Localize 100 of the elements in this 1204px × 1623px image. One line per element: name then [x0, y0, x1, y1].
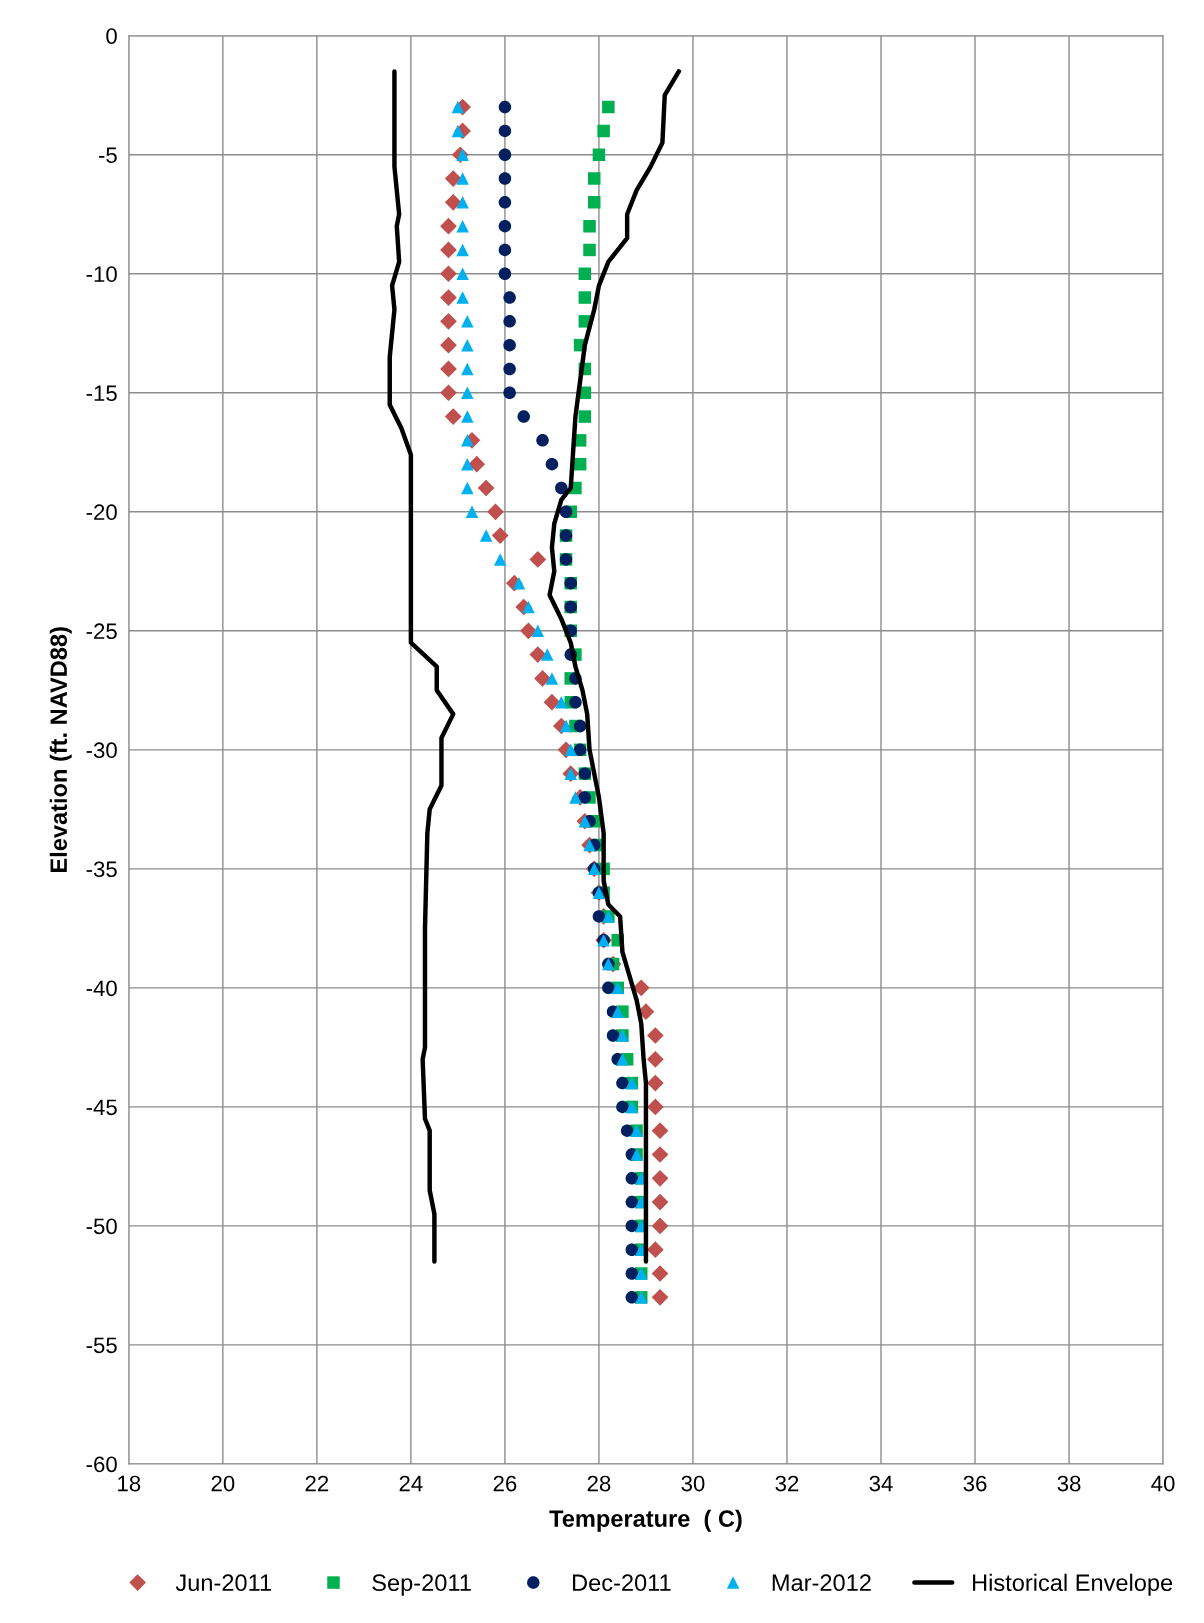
point [522, 600, 535, 614]
y-tick-label: -25 [86, 623, 117, 640]
x-tick-label: 38 [1057, 1475, 1081, 1492]
point [625, 1219, 639, 1233]
point [461, 338, 474, 352]
point [456, 172, 469, 185]
y-tick-label: -30 [86, 742, 117, 759]
point [583, 243, 596, 257]
point [456, 219, 469, 233]
point [512, 576, 526, 590]
point [625, 1291, 639, 1304]
point [456, 267, 469, 280]
point [456, 243, 469, 257]
point [616, 1100, 629, 1114]
point [498, 100, 512, 114]
point [647, 1098, 664, 1116]
point [647, 1074, 664, 1092]
point [602, 981, 615, 995]
point [651, 1146, 669, 1163]
y-tick-label: -55 [86, 1337, 117, 1354]
point [529, 646, 547, 663]
point [440, 289, 457, 306]
y-tick-label: -50 [86, 1218, 117, 1235]
y-tick-label: -10 [86, 266, 117, 283]
point [461, 315, 474, 328]
point [578, 267, 592, 280]
y-tick-label: -5 [98, 147, 117, 163]
point [592, 910, 606, 923]
point [616, 1053, 629, 1066]
point [647, 1241, 664, 1259]
x-tick-label: 20 [211, 1475, 235, 1492]
point [440, 336, 457, 354]
x-tick-label: 26 [493, 1475, 517, 1492]
point [606, 1029, 620, 1042]
point [583, 219, 596, 233]
point [625, 1195, 639, 1209]
point [578, 291, 592, 304]
point [592, 148, 606, 161]
point [555, 695, 568, 709]
point [461, 362, 474, 376]
point [493, 553, 507, 566]
point [461, 457, 474, 471]
y-tick-label: -20 [86, 504, 117, 521]
y-tick-label: -35 [86, 861, 117, 878]
y-tick-label: -45 [86, 1099, 117, 1116]
point [569, 791, 582, 804]
legend-label: Sep-2011 [372, 1574, 471, 1596]
point [461, 481, 474, 495]
point [625, 1243, 639, 1256]
point [632, 979, 650, 997]
point [444, 408, 462, 425]
x-tick-label: 32 [775, 1475, 799, 1492]
point [479, 529, 493, 542]
point [498, 124, 512, 138]
point [529, 551, 547, 568]
point [468, 455, 486, 473]
point [465, 505, 479, 519]
point [503, 338, 516, 352]
x-tick-label: 28 [587, 1475, 611, 1492]
legend-label: Dec-2011 [573, 1574, 671, 1592]
point [569, 695, 582, 709]
point [440, 384, 457, 402]
point [520, 622, 537, 640]
point [503, 386, 516, 400]
point [498, 219, 512, 233]
point [559, 719, 573, 733]
point [440, 241, 457, 259]
point [647, 1027, 664, 1044]
x-tick-label: 22 [305, 1475, 329, 1492]
point [456, 196, 469, 209]
point [543, 693, 561, 711]
point [651, 1217, 669, 1235]
point [625, 1172, 639, 1185]
point [602, 100, 615, 114]
point [534, 670, 551, 687]
x-tick-label: 36 [963, 1475, 987, 1492]
point [440, 217, 457, 235]
point [625, 1267, 639, 1280]
point [651, 1122, 669, 1140]
point [456, 148, 469, 161]
point [578, 791, 592, 804]
point [611, 1005, 624, 1018]
legend-label: Mar-2012 [772, 1574, 871, 1592]
point [651, 1169, 669, 1187]
point [444, 193, 462, 211]
y-tick-label: -40 [86, 980, 117, 997]
point [651, 1288, 669, 1306]
point [545, 457, 559, 471]
point [578, 410, 592, 423]
point [503, 362, 516, 376]
point [498, 243, 512, 257]
point [573, 719, 587, 733]
point [587, 196, 601, 209]
point [498, 148, 512, 161]
point [545, 672, 559, 685]
legend-label: Jun-2011 [175, 1574, 271, 1592]
y-tick-label: -60 [86, 1456, 117, 1473]
point [651, 1265, 669, 1282]
y-tick-label: -15 [86, 385, 117, 402]
point [564, 743, 577, 757]
